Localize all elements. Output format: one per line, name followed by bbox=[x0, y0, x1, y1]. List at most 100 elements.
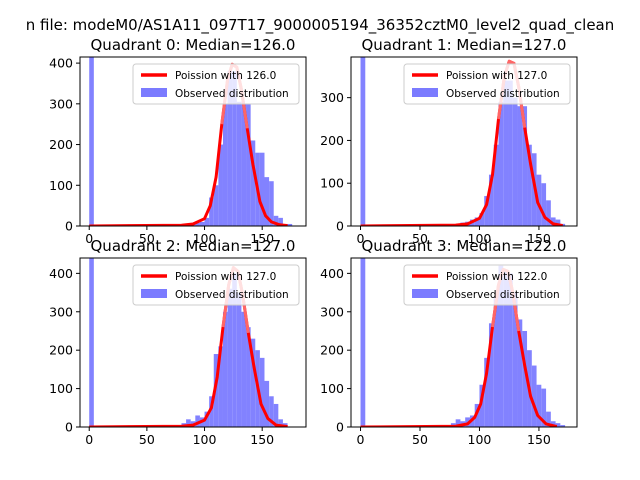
histogram-bar bbox=[550, 421, 556, 427]
legend-hist-swatch bbox=[141, 88, 167, 97]
x-tick-label: 0 bbox=[357, 231, 365, 246]
histogram-bar bbox=[241, 103, 247, 226]
histogram-bar bbox=[527, 144, 532, 226]
plot-area bbox=[360, 57, 566, 226]
histogram-bar bbox=[287, 223, 293, 226]
histogram-bar bbox=[488, 323, 494, 427]
x-tick-label: 50 bbox=[139, 231, 155, 246]
histogram-bar bbox=[517, 319, 523, 427]
legend-box bbox=[403, 63, 571, 105]
y-tick-label: 300 bbox=[320, 304, 344, 319]
histogram-bar bbox=[246, 103, 251, 226]
histogram-bar bbox=[493, 296, 499, 427]
y-tick-label: 300 bbox=[49, 96, 73, 111]
histogram-bar bbox=[246, 327, 251, 427]
histogram-bar bbox=[536, 384, 542, 427]
legend: Poission with 127.0 Observed distribution bbox=[132, 264, 300, 306]
histogram-bar bbox=[227, 288, 233, 427]
axes-frame bbox=[79, 257, 307, 428]
histogram-bar bbox=[360, 57, 366, 226]
histogram-bar bbox=[186, 419, 191, 427]
histogram-bar bbox=[555, 423, 561, 427]
histogram-bar bbox=[213, 185, 219, 226]
histogram-bar bbox=[455, 419, 461, 427]
y-tick-label: 200 bbox=[320, 133, 344, 148]
y-tick-label: 200 bbox=[49, 137, 73, 152]
legend-box bbox=[403, 264, 571, 306]
subplot-title: Quadrant 3: Median=122.0 bbox=[362, 237, 567, 255]
axes-frame bbox=[350, 56, 578, 227]
histogram-bar bbox=[503, 80, 509, 226]
y-tick-label: 400 bbox=[320, 266, 344, 281]
histogram-bar bbox=[546, 411, 551, 427]
histogram-bar bbox=[209, 396, 214, 427]
legend-fit-label: Poission with 127.0 bbox=[175, 271, 276, 283]
legend-fit-label: Poission with 126.0 bbox=[175, 70, 276, 82]
legend: Poission with 127.0 Observed distribution bbox=[403, 63, 571, 105]
legend: Poission with 126.0 Observed distribution bbox=[132, 63, 300, 105]
histogram-bar bbox=[195, 415, 200, 427]
histogram-bar bbox=[522, 330, 528, 427]
legend-box bbox=[132, 264, 300, 306]
histogram-bar bbox=[241, 311, 247, 427]
subplot-title: Quadrant 2: Median=127.0 bbox=[91, 237, 296, 255]
histogram-bar bbox=[273, 215, 279, 226]
histogram-bar bbox=[498, 265, 504, 427]
x-tick-label: 150 bbox=[250, 231, 274, 246]
histogram-bar bbox=[536, 174, 542, 226]
histogram-bar bbox=[269, 181, 274, 226]
histogram-bar bbox=[479, 213, 485, 226]
histogram-bar bbox=[531, 365, 537, 427]
legend-fit-label: Poission with 127.0 bbox=[446, 70, 547, 82]
histogram-bar bbox=[541, 183, 547, 226]
y-tick-label: 100 bbox=[320, 381, 344, 396]
y-tick-label: 400 bbox=[49, 56, 73, 71]
histogram-bar bbox=[273, 403, 279, 427]
legend-hist-label: Observed distribution bbox=[446, 88, 560, 100]
x-tick-label: 150 bbox=[527, 432, 551, 447]
histogram-bar bbox=[204, 217, 210, 226]
axes-frame bbox=[79, 56, 307, 227]
histogram-bar bbox=[503, 269, 509, 427]
histogram-bar bbox=[555, 219, 561, 226]
legend-hist-swatch bbox=[412, 88, 438, 97]
histogram-bar bbox=[488, 174, 494, 226]
x-tick-label: 0 bbox=[85, 432, 93, 447]
histogram-bar bbox=[250, 338, 256, 427]
histogram-bar bbox=[479, 384, 485, 427]
y-tick-label: 0 bbox=[336, 420, 344, 435]
histogram-bar bbox=[560, 425, 566, 427]
histogram-bar bbox=[89, 258, 94, 427]
y-tick-label: 100 bbox=[49, 381, 73, 396]
y-tick-label: 300 bbox=[320, 90, 344, 105]
y-tick-label: 400 bbox=[49, 266, 73, 281]
figure-suptitle: n file: modeM0/AS1A11_097T17_9000005194_… bbox=[26, 16, 615, 35]
histogram-bar bbox=[236, 292, 242, 427]
legend-hist-label: Observed distribution bbox=[446, 289, 560, 301]
y-tick-label: 300 bbox=[49, 304, 73, 319]
histogram-bar bbox=[550, 217, 556, 226]
subplot-quadrant-2: 0 50 100 150 0 100 200 300 400 Quadrant 2: Median… bbox=[49, 237, 307, 447]
histogram-bar bbox=[278, 217, 283, 226]
x-tick-label: 100 bbox=[468, 432, 492, 447]
y-tick-label: 200 bbox=[320, 343, 344, 358]
histogram-bar bbox=[484, 196, 489, 226]
subplot-quadrant-0: 0 50 100 150 0 100 200 300 400 Quadrant 0: Median… bbox=[49, 36, 307, 246]
legend-fit-label: Poission with 122.0 bbox=[446, 271, 547, 283]
y-tick-label: 0 bbox=[65, 219, 73, 234]
legend: Poission with 122.0 Observed distribution bbox=[403, 264, 571, 306]
histogram-bar bbox=[259, 357, 265, 427]
histogram-bar bbox=[517, 106, 523, 226]
x-tick-label: 100 bbox=[193, 231, 217, 246]
x-tick-label: 50 bbox=[412, 432, 428, 447]
x-tick-label: 0 bbox=[85, 231, 93, 246]
subplot-quadrant-3: 0 50 100 150 0 100 200 300 400 Quadrant 3: Median… bbox=[320, 237, 578, 447]
histogram-bar bbox=[218, 346, 223, 427]
histogram-bar bbox=[232, 273, 237, 427]
histogram-bar bbox=[498, 101, 504, 226]
histogram-bar bbox=[278, 419, 283, 427]
histogram-bar bbox=[508, 80, 513, 226]
histogram-bar bbox=[493, 144, 499, 226]
histogram-bar bbox=[89, 57, 94, 226]
x-tick-label: 50 bbox=[139, 432, 155, 447]
